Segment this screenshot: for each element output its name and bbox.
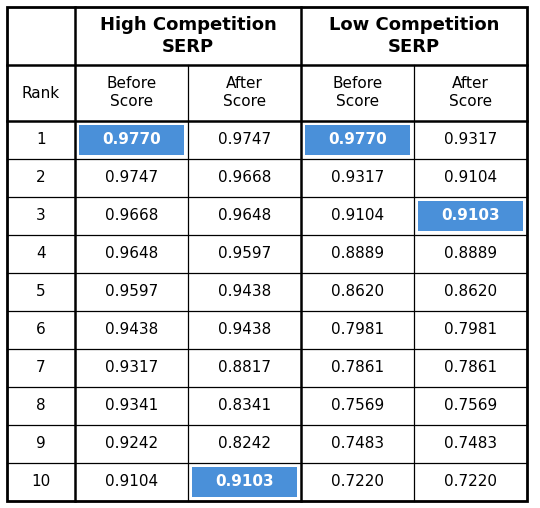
Text: 0.9341: 0.9341: [105, 398, 158, 414]
Text: 4: 4: [36, 246, 46, 262]
Text: 0.7483: 0.7483: [331, 436, 384, 452]
Text: 0.9597: 0.9597: [105, 284, 158, 300]
Text: 0.9648: 0.9648: [218, 208, 271, 224]
Text: Before
Score: Before Score: [333, 77, 383, 110]
Text: 0.7483: 0.7483: [444, 436, 497, 452]
Text: 0.9438: 0.9438: [218, 284, 271, 300]
Bar: [418, 201, 523, 231]
Text: 0.9104: 0.9104: [331, 208, 384, 224]
Text: 0.7569: 0.7569: [331, 398, 384, 414]
Text: 0.9103: 0.9103: [215, 474, 274, 490]
Text: 0.9648: 0.9648: [105, 246, 158, 262]
Text: Low Competition
SERP: Low Competition SERP: [329, 16, 499, 56]
Text: 0.9104: 0.9104: [105, 474, 158, 490]
Text: 0.9747: 0.9747: [105, 171, 158, 185]
Text: After
Score: After Score: [449, 77, 492, 110]
Text: 0.7569: 0.7569: [444, 398, 497, 414]
Text: 9: 9: [36, 436, 46, 452]
Text: 0.9242: 0.9242: [105, 436, 158, 452]
Text: 8: 8: [36, 398, 46, 414]
Text: 0.9438: 0.9438: [105, 323, 158, 337]
Text: 0.9747: 0.9747: [218, 133, 271, 147]
Text: 0.7220: 0.7220: [331, 474, 384, 490]
Text: 0.9770: 0.9770: [328, 133, 387, 147]
Text: 0.9668: 0.9668: [218, 171, 271, 185]
Text: 0.9317: 0.9317: [444, 133, 497, 147]
Text: 3: 3: [36, 208, 46, 224]
Text: Before
Score: Before Score: [106, 77, 157, 110]
Text: 0.9438: 0.9438: [218, 323, 271, 337]
Text: 0.9668: 0.9668: [105, 208, 158, 224]
Text: 6: 6: [36, 323, 46, 337]
Text: 0.9104: 0.9104: [444, 171, 497, 185]
Text: 0.8889: 0.8889: [331, 246, 384, 262]
Text: 10: 10: [31, 474, 51, 490]
Text: High Competition
SERP: High Competition SERP: [99, 16, 276, 56]
Text: 0.9103: 0.9103: [441, 208, 500, 224]
Bar: [305, 125, 410, 155]
Text: 0.8341: 0.8341: [218, 398, 271, 414]
Text: 0.8242: 0.8242: [218, 436, 271, 452]
Text: 0.8620: 0.8620: [444, 284, 497, 300]
Text: 0.7861: 0.7861: [331, 361, 384, 375]
Bar: [192, 467, 297, 497]
Text: 0.7981: 0.7981: [444, 323, 497, 337]
Text: 2: 2: [36, 171, 46, 185]
Text: 7: 7: [36, 361, 46, 375]
Text: 0.8817: 0.8817: [218, 361, 271, 375]
Text: 0.8620: 0.8620: [331, 284, 384, 300]
Text: 0.9770: 0.9770: [102, 133, 161, 147]
Text: After
Score: After Score: [223, 77, 266, 110]
Bar: [79, 125, 184, 155]
Text: 0.7981: 0.7981: [331, 323, 384, 337]
Text: Rank: Rank: [22, 85, 60, 101]
Text: 5: 5: [36, 284, 46, 300]
Text: 0.7220: 0.7220: [444, 474, 497, 490]
Text: 0.9317: 0.9317: [105, 361, 158, 375]
Text: 0.9597: 0.9597: [218, 246, 271, 262]
Text: 0.7861: 0.7861: [444, 361, 497, 375]
Text: 0.9317: 0.9317: [331, 171, 384, 185]
Text: 0.8889: 0.8889: [444, 246, 497, 262]
Text: 1: 1: [36, 133, 46, 147]
